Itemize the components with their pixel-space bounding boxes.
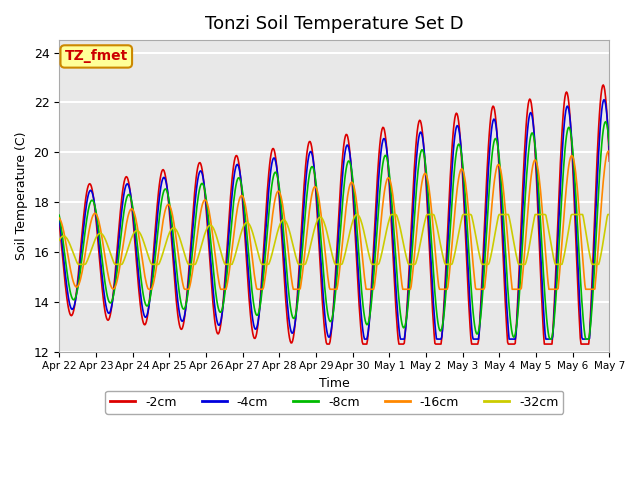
-32cm	[419, 228, 426, 234]
-32cm	[605, 212, 613, 217]
-32cm	[179, 244, 186, 250]
-4cm	[122, 183, 129, 189]
-32cm	[403, 255, 410, 261]
-8cm	[207, 239, 214, 244]
-32cm	[123, 250, 131, 256]
Line: -32cm: -32cm	[59, 215, 609, 264]
-2cm	[65, 308, 73, 314]
-2cm	[402, 323, 410, 328]
-32cm	[207, 223, 215, 228]
-2cm	[55, 219, 63, 225]
X-axis label: Time: Time	[319, 377, 349, 390]
-4cm	[600, 97, 608, 103]
Text: TZ_fmet: TZ_fmet	[65, 49, 128, 63]
Line: -4cm: -4cm	[59, 100, 609, 339]
-8cm	[65, 283, 73, 289]
-8cm	[546, 336, 554, 342]
-4cm	[605, 149, 613, 155]
Legend: -2cm, -4cm, -8cm, -16cm, -32cm: -2cm, -4cm, -8cm, -16cm, -32cm	[105, 391, 563, 414]
-16cm	[145, 287, 152, 292]
-16cm	[605, 148, 612, 154]
-2cm	[178, 326, 186, 332]
-16cm	[122, 225, 129, 231]
-8cm	[178, 302, 186, 308]
-2cm	[418, 125, 426, 131]
-2cm	[122, 174, 129, 180]
-2cm	[207, 271, 214, 276]
-8cm	[417, 148, 425, 154]
-4cm	[361, 336, 369, 342]
-2cm	[600, 82, 607, 88]
-4cm	[65, 299, 73, 304]
-8cm	[122, 199, 129, 204]
-8cm	[401, 323, 409, 329]
-16cm	[402, 287, 410, 292]
-8cm	[602, 119, 609, 124]
-32cm	[55, 238, 63, 243]
-16cm	[207, 223, 215, 229]
-4cm	[402, 324, 410, 330]
-16cm	[605, 149, 613, 155]
-16cm	[179, 279, 186, 285]
-32cm	[353, 212, 361, 217]
-2cm	[605, 158, 613, 164]
-4cm	[418, 132, 426, 137]
-2cm	[323, 341, 331, 347]
Y-axis label: Soil Temperature (C): Soil Temperature (C)	[15, 132, 28, 260]
-16cm	[418, 180, 426, 186]
-4cm	[55, 215, 63, 221]
-32cm	[65, 240, 73, 245]
Line: -8cm: -8cm	[59, 121, 609, 339]
-4cm	[178, 318, 186, 324]
-8cm	[55, 212, 63, 218]
Line: -2cm: -2cm	[59, 85, 609, 344]
Title: Tonzi Soil Temperature Set D: Tonzi Soil Temperature Set D	[205, 15, 463, 33]
-16cm	[55, 215, 63, 221]
-16cm	[65, 259, 73, 265]
Line: -16cm: -16cm	[59, 151, 609, 289]
-32cm	[74, 262, 82, 267]
-4cm	[207, 257, 214, 263]
-8cm	[605, 142, 613, 148]
